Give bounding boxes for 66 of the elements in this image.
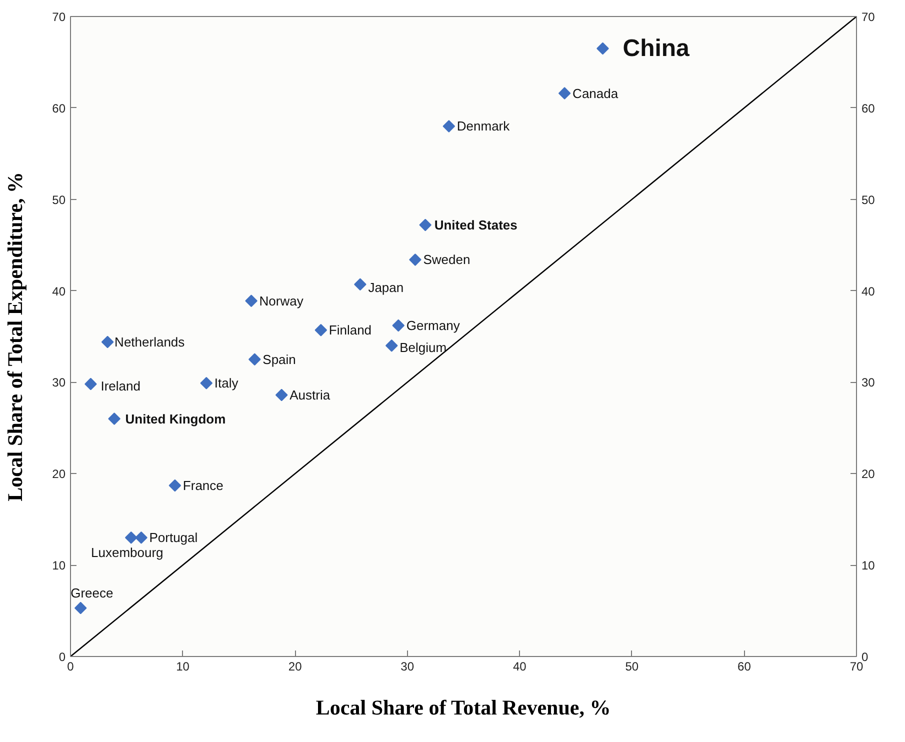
point [101,336,114,348]
point [248,353,261,366]
y-tick-label: 30 [52,376,66,390]
annotation: Sweden [423,252,470,268]
point [392,319,405,332]
x-tick-label: 0 [67,660,74,674]
annotation: Italy [214,376,239,391]
point [419,218,432,232]
y2-tick-label: 0 [862,650,868,664]
point [558,87,571,100]
annotation: United States [434,217,518,232]
point [74,602,87,614]
point [275,388,288,402]
y2-tick-label: 60 [862,101,876,116]
y2-tick-label: 40 [862,284,876,298]
y2-tick-label: 30 [862,376,876,390]
y2-tick-label: 10 [862,558,876,573]
y-tick-label: 40 [52,284,66,298]
x-tick-label: 60 [738,660,752,674]
point [596,42,609,55]
y-tick-label: 10 [52,558,66,573]
point [135,531,148,544]
annotation: Spain [262,352,296,367]
x-tick-label: 30 [400,660,414,674]
annotation: Canada [572,86,619,101]
y-axis-title: Local Share of Total Expenditure, % [3,172,28,502]
annotation: Denmark [456,118,510,134]
annotation: Finland [328,322,372,338]
point [200,376,213,390]
y2-tick-label: 70 [862,10,876,24]
point [168,479,182,492]
annotation: Ireland [100,378,140,394]
point [314,324,328,336]
point [385,339,398,352]
annotation: United Kingdom [125,411,226,426]
annotation: Norway [259,293,304,308]
point [108,412,120,425]
x-tick-label: 40 [512,660,527,674]
x-tick-label: 70 [850,660,864,674]
y2-tick-label: 20 [862,467,876,482]
annotation: Greece [70,586,114,601]
annotation: Austria [290,388,331,403]
x-tick-label: 50 [625,660,639,674]
annotation: Germany [406,318,460,334]
annotation: Japan [368,280,404,295]
point [442,120,456,132]
y-tick-label: 50 [52,192,66,207]
point [245,294,258,307]
annotation: Portugal [149,530,198,546]
y2-tick-label: 50 [862,192,876,207]
point [409,254,422,266]
annotation: Luxembourg [91,545,164,560]
point [354,278,366,291]
point [124,531,138,544]
y-tick-label: 0 [58,650,66,664]
y-tick-label: 70 [52,10,66,24]
x-tick-label: 10 [176,660,190,674]
annotation: Netherlands [114,334,186,350]
y-tick-label: 60 [52,101,66,116]
y-tick-label: 20 [52,467,66,482]
point [84,378,97,390]
annotation: Belgium [400,340,447,356]
x-axis-title: Local Share of Total Revenue, % [316,696,611,720]
x-tick-label: 20 [288,660,302,674]
annotation: France [182,478,224,494]
annotation: China [622,35,690,62]
